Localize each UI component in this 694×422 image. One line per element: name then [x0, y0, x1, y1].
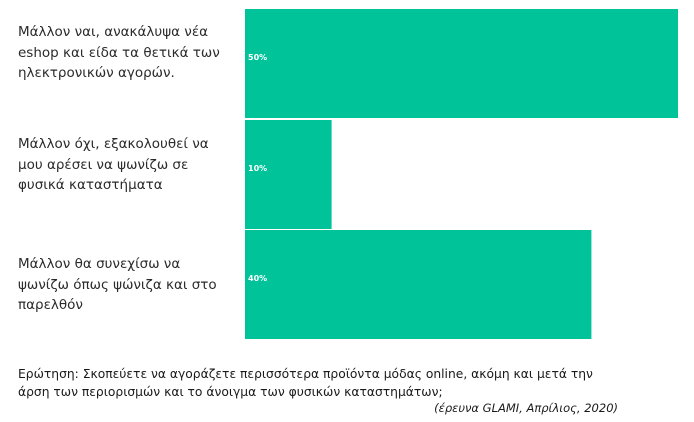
value-label: 40%	[248, 274, 268, 283]
bar	[245, 9, 678, 118]
bar	[245, 120, 332, 229]
survey-question: Ερώτηση: Σκοπεύετε να αγοράζετε περισσότ…	[18, 367, 593, 399]
category-label: Μάλλον όχι, εξακολουθεί να μου αρέσει να…	[18, 136, 209, 193]
bar	[245, 230, 592, 339]
category-label: Μάλλον θα συνεχίσω να ψωνίζω όπως ψώνιζα…	[18, 256, 217, 313]
bar-chart	[245, 9, 678, 339]
value-label: 10%	[248, 164, 268, 173]
value-label: 50%	[248, 53, 268, 62]
source-note: (έρευνα GLAMI, Απρίλιος, 2020)	[434, 401, 618, 415]
category-label: Μάλλον ναι, ανακάλυψα νέα eshop και είδα…	[18, 24, 220, 81]
